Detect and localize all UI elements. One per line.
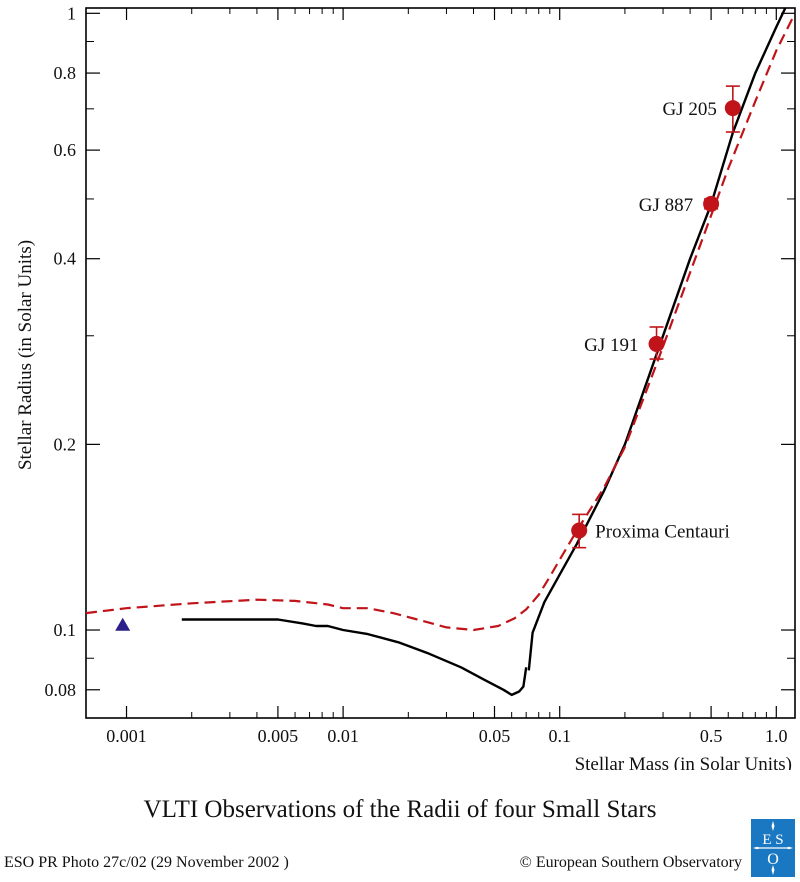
y-tick-label: 1 — [67, 3, 76, 23]
star-label: GJ 205 — [662, 99, 716, 120]
svg-text:E S: E S — [762, 832, 783, 848]
svg-text:O: O — [767, 851, 779, 868]
model-curve-solid-upper — [527, 7, 787, 671]
observation-marker — [703, 195, 720, 212]
copyright-notice: © European Southern Observatory — [519, 854, 742, 871]
y-tick-label: 0.8 — [54, 63, 77, 83]
eso-logo-mark: E S O — [753, 821, 793, 875]
x-tick-label: 0.001 — [106, 726, 147, 746]
plot-border — [85, 7, 796, 719]
y-tick-label: 0.4 — [54, 249, 77, 269]
y-tick-label: 0.2 — [54, 434, 77, 454]
x-tick-label: 0.5 — [700, 726, 723, 746]
y-axis-label: Stellar Radius (in Solar Units) — [15, 240, 36, 470]
star-label: GJ 191 — [584, 335, 638, 356]
star-label: GJ 887 — [639, 195, 693, 216]
y-tick-label: 0.1 — [54, 620, 77, 640]
observation-marker — [648, 335, 665, 352]
x-tick-label: 0.005 — [258, 726, 299, 746]
x-tick-label: 0.05 — [479, 726, 511, 746]
model-curves — [85, 7, 796, 697]
y-tick-label: 0.08 — [45, 680, 77, 700]
plot-frame — [85, 7, 796, 719]
observation-marker — [571, 522, 588, 539]
observation-marker — [724, 100, 741, 117]
photo-credit: ESO PR Photo 27c/02 (29 November 2002 ) — [4, 854, 289, 871]
star-label: Proxima Centauri — [595, 521, 730, 542]
x-axis-label: Stellar Mass (in Solar Units) — [575, 754, 792, 770]
triangle-marker — [115, 617, 131, 631]
axis-ticks: 0.001 0.005 0.01 0.05 0.1 0.5 1.0 0.08 0.1 0.2 0.4… — [45, 3, 795, 746]
y-tick-label: 0.6 — [54, 140, 77, 160]
observation-points: Proxima Centauri GJ 191 GJ 887 GJ 205 — [115, 85, 741, 631]
model-curve-solid — [181, 618, 528, 697]
eso-logo: E S O — [751, 819, 795, 877]
x-tick-label: 0.01 — [327, 726, 359, 746]
figure-title: VLTI Observations of the Radii of four S… — [143, 796, 657, 823]
x-tick-label: 0.1 — [548, 726, 571, 746]
model-curve-dashed — [85, 12, 796, 632]
x-tick-label: 1.0 — [765, 726, 788, 746]
radius-mass-chart: Proxima Centauri GJ 191 GJ 887 GJ 205 0.001… — [15, 3, 796, 770]
